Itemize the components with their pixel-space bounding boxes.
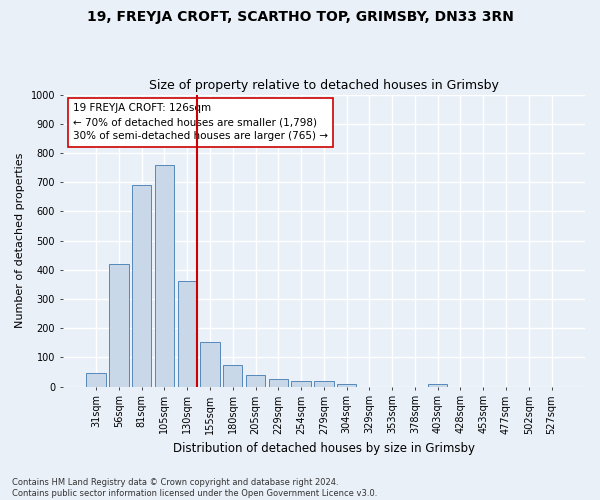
Bar — [86, 372, 106, 386]
Bar — [109, 264, 128, 386]
Bar — [269, 378, 288, 386]
Bar — [428, 384, 448, 386]
Title: Size of property relative to detached houses in Grimsby: Size of property relative to detached ho… — [149, 79, 499, 92]
Text: Contains HM Land Registry data © Crown copyright and database right 2024.
Contai: Contains HM Land Registry data © Crown c… — [12, 478, 377, 498]
X-axis label: Distribution of detached houses by size in Grimsby: Distribution of detached houses by size … — [173, 442, 475, 455]
Bar — [200, 342, 220, 386]
Y-axis label: Number of detached properties: Number of detached properties — [15, 153, 25, 328]
Bar — [178, 282, 197, 387]
Bar — [314, 382, 334, 386]
Text: 19 FREYJA CROFT: 126sqm
← 70% of detached houses are smaller (1,798)
30% of semi: 19 FREYJA CROFT: 126sqm ← 70% of detache… — [73, 104, 328, 142]
Bar — [223, 364, 242, 386]
Bar — [292, 382, 311, 386]
Bar — [246, 375, 265, 386]
Bar — [132, 185, 151, 386]
Bar — [155, 164, 174, 386]
Text: 19, FREYJA CROFT, SCARTHO TOP, GRIMSBY, DN33 3RN: 19, FREYJA CROFT, SCARTHO TOP, GRIMSBY, … — [86, 10, 514, 24]
Bar — [337, 384, 356, 386]
